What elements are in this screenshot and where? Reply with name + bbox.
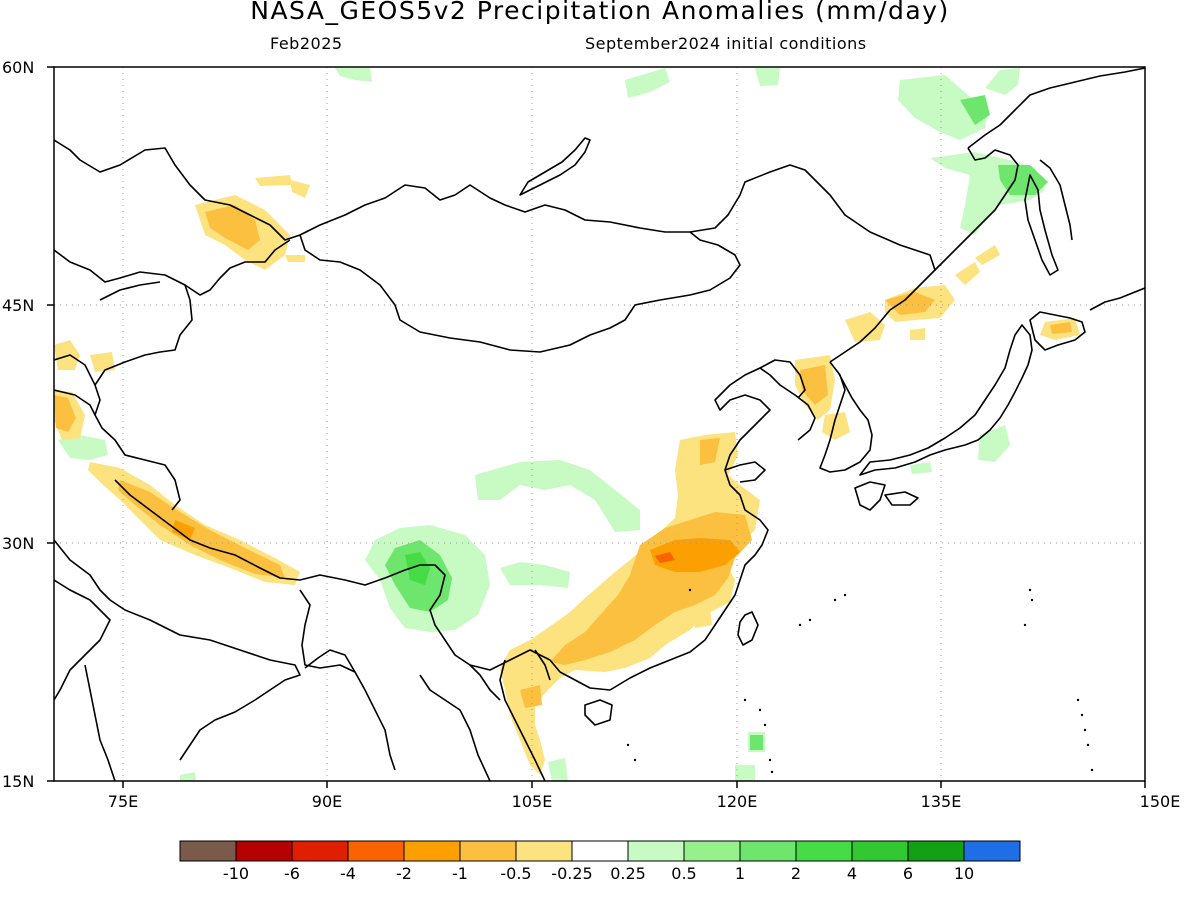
graticule (54, 67, 1145, 781)
colorbar-swatch (515, 840, 573, 862)
wet-anomaly-core (385, 95, 1048, 750)
map-title: NASA_GEOS5v2 Precipitation Anomalies (mm… (250, 0, 950, 25)
colorbar-tick-label: 0.25 (610, 864, 646, 883)
colorbar-tick-label: -0.25 (551, 864, 593, 883)
colorbar (179, 840, 1021, 862)
colorbar-tick-label: -4 (340, 864, 356, 883)
colorbar-swatch (403, 840, 461, 862)
plot-frame (53, 66, 1146, 782)
colorbar-tick-label: -1 (452, 864, 468, 883)
colorbar-swatch (739, 840, 797, 862)
lon-label-75e: 75E (107, 792, 139, 811)
colorbar-tick-label: -2 (396, 864, 412, 883)
colorbar-swatch (683, 840, 741, 862)
colorbar-swatch (907, 840, 965, 862)
colorbar-swatch (963, 840, 1021, 862)
lon-label-90e: 90E (311, 792, 343, 811)
colorbar-tick-label: -10 (222, 864, 250, 883)
coastlines-borders (54, 67, 1145, 781)
lon-label-135e: 135E (920, 792, 962, 811)
colorbar-tick-label: 6 (902, 864, 914, 883)
colorbar-tick-label: 10 (953, 864, 975, 883)
colorbar-swatch (795, 840, 853, 862)
dry-anomaly-core (172, 520, 740, 572)
colorbar-swatch (459, 840, 517, 862)
colorbar-tick-label: 1 (734, 864, 746, 883)
colorbar-swatch (235, 840, 293, 862)
colorbar-swatch (347, 840, 405, 862)
colorbar-tick-label: 0.5 (671, 864, 697, 883)
colorbar-tick-label: 2 (790, 864, 802, 883)
lon-label-105e: 105E (511, 792, 553, 811)
initial-conditions: September2024 initial conditions (585, 34, 867, 53)
colorbar-swatch (571, 840, 629, 862)
lon-label-150e: 150E (1139, 792, 1181, 811)
forecast-month: Feb2025 (270, 34, 343, 53)
lon-label-120e: 120E (716, 792, 758, 811)
colorbar-swatch (291, 840, 349, 862)
colorbar-tick-label: -6 (284, 864, 300, 883)
lat-label-60n: 60N (2, 58, 35, 77)
colorbar-swatch (851, 840, 909, 862)
colorbar-swatch (179, 840, 237, 862)
colorbar-swatch (627, 840, 685, 862)
lat-label-30n: 30N (2, 534, 35, 553)
colorbar-tick-label: 4 (846, 864, 858, 883)
lat-label-15n: 15N (2, 772, 35, 791)
colorbar-tick-label: -0.5 (500, 864, 532, 883)
lat-label-45n: 45N (2, 296, 35, 315)
